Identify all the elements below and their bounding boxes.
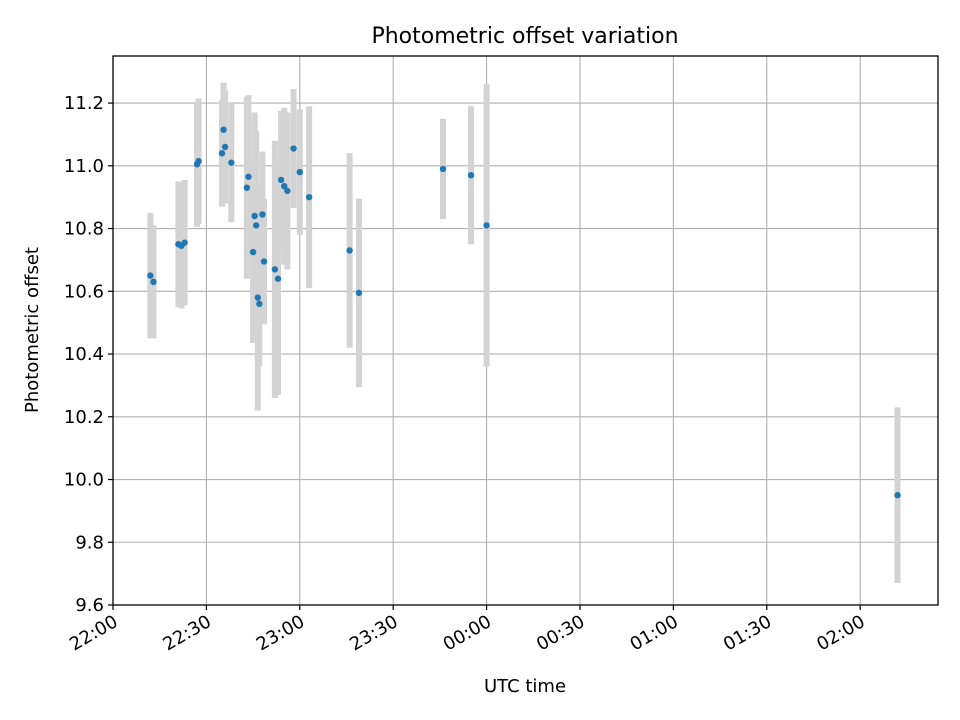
data-point [249,248,257,256]
data-point [277,176,285,184]
y-tick-label: 10.6 [64,281,104,302]
data-point [150,278,157,286]
data-point [894,492,901,499]
data-point [296,168,303,176]
y-tick-label: 10.4 [64,344,104,365]
data-point [251,212,258,220]
data-point [221,143,229,151]
data-point [220,126,227,133]
y-axis-label: Photometric offset [22,247,43,413]
data-point [346,247,353,254]
plot-frame [112,55,939,606]
data-point [195,157,202,165]
data-point [260,258,268,265]
data-point [147,272,154,279]
data-point [274,275,282,282]
data-point [271,266,279,273]
y-tick-label: 11.0 [64,156,104,177]
data-point [355,289,363,297]
data-point [218,150,226,157]
data-point [256,300,263,308]
y-tick-label: 9.6 [75,595,104,616]
data-markers [147,126,901,499]
y-tick-label: 10.8 [64,219,104,240]
data-point [254,294,261,301]
plot-area [113,56,938,605]
data-point [245,173,252,180]
data-point [467,172,475,179]
data-point [243,184,251,191]
data-point [439,165,447,173]
data-point [305,193,313,201]
y-tick-label: 9.8 [75,532,104,553]
y-tick-label: 10.2 [64,407,104,428]
y-axis-ticks: 9.6 9.8 10.0 10.2 10.4 10.6 10.8 11.0 11.2 [64,93,113,616]
data-point [290,145,297,152]
data-point [181,239,188,246]
data-point [259,211,266,218]
data-point [228,159,235,166]
y-tick-label: 11.2 [64,93,104,114]
chart-title: Photometric offset variation [371,24,678,49]
y-tick-label: 10.0 [64,470,104,491]
x-axis-label: UTC time [484,676,566,697]
data-point [281,182,288,190]
data-point [253,222,260,229]
data-point [284,187,291,195]
data-point [483,222,490,229]
grid [113,56,938,605]
